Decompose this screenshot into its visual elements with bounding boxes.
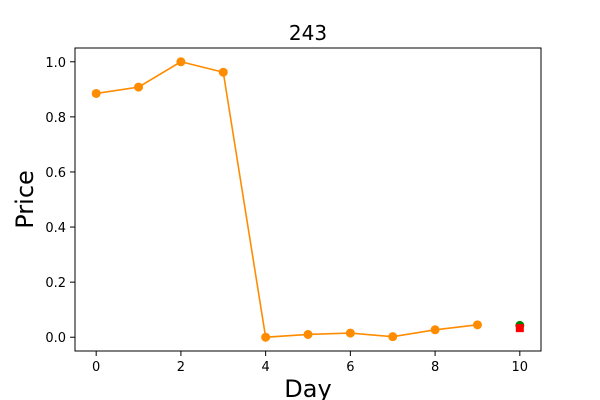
- y-tick-label: 0.4: [45, 221, 66, 236]
- series-0-line: [96, 60, 478, 339]
- x-axis-title: Day: [284, 375, 331, 400]
- y-tick-label: 0.0: [45, 331, 66, 346]
- plot-area: [91, 57, 525, 342]
- y-tick-label: 0.2: [45, 276, 66, 291]
- x-tick-label: 2: [177, 360, 185, 375]
- plot-frame: [74, 47, 542, 352]
- y-axis: 0.0 0.2 0.4 0.6 0.8 1.0: [45, 56, 75, 346]
- x-tick-label: 8: [431, 360, 439, 375]
- series-0-point: [134, 82, 144, 92]
- x-axis: 0 2 4 6 8 10: [92, 351, 528, 375]
- x-tick-label: 4: [261, 360, 269, 375]
- y-tick-label: 1.0: [45, 56, 66, 71]
- series-0-point: [472, 320, 482, 330]
- series-2-point: [515, 324, 524, 333]
- series-0-point: [218, 67, 228, 77]
- series-0-point: [303, 329, 313, 339]
- y-tick-label: 0.6: [45, 166, 66, 181]
- series-0-point: [261, 332, 271, 342]
- series-0-point: [388, 332, 398, 342]
- x-tick-label: 6: [346, 360, 354, 375]
- series-0-point: [176, 57, 186, 67]
- y-axis-title: Price: [11, 170, 39, 229]
- y-tick-label: 0.8: [45, 111, 66, 126]
- series-0-point: [345, 328, 355, 338]
- chart-title: 243: [289, 21, 327, 45]
- x-tick-label: 0: [92, 360, 100, 375]
- x-tick-label: 10: [512, 360, 529, 375]
- series-0-point: [430, 325, 440, 335]
- series-0-point: [91, 88, 101, 98]
